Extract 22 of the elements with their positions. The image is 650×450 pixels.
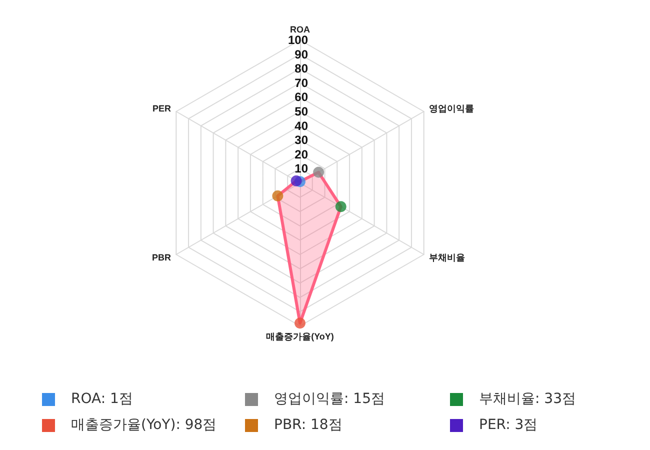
y-tick-label: 30 — [294, 133, 308, 148]
spoke-label: 부채비율 — [429, 252, 466, 262]
text: 매출증가율(YoY): 98점 — [71, 416, 217, 434]
y-tick-label: 90 — [294, 47, 308, 62]
y-tick-label: 60 — [294, 90, 308, 104]
text: ROA: 1점 — [71, 390, 133, 408]
y-tick-label: 40 — [294, 118, 308, 133]
text: PER: 3점 — [479, 416, 538, 434]
y-tick-label: 100 — [288, 33, 308, 47]
text: PBR: 18점 — [274, 416, 342, 434]
text: 영업이익률: 15점 — [274, 390, 385, 408]
y-tick-label: 10 — [294, 162, 308, 176]
y-tick-label: 20 — [294, 147, 308, 162]
spoke-label: ROA — [290, 24, 310, 34]
text: 부채비율: 33점 — [479, 390, 576, 408]
y-tick-label: 80 — [294, 62, 308, 76]
y-tick-label: 50 — [294, 104, 308, 118]
spoke-label: PBR — [152, 252, 172, 262]
y-tick-label: 70 — [294, 76, 308, 90]
spoke-label: 영업이익률 — [429, 104, 474, 114]
spoke-label: 매출증가율(YoY) — [266, 332, 334, 342]
spoke-label: PER — [152, 104, 172, 114]
